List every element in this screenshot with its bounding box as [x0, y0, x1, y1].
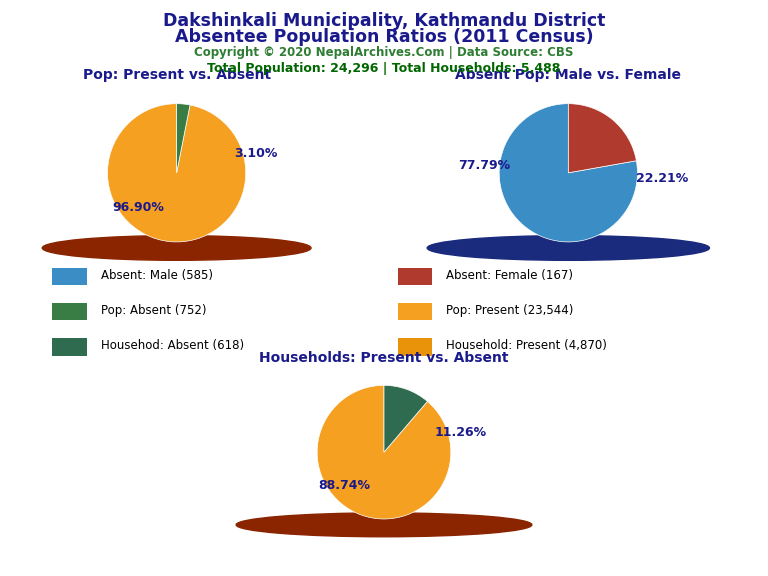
Bar — [398, 338, 432, 355]
Text: 22.21%: 22.21% — [635, 172, 688, 185]
Text: Pop: Present (23,544): Pop: Present (23,544) — [446, 304, 574, 317]
Title: Pop: Present vs. Absent: Pop: Present vs. Absent — [83, 69, 270, 82]
Wedge shape — [108, 104, 246, 242]
Text: Absent: Female (167): Absent: Female (167) — [446, 269, 573, 282]
Title: Households: Present vs. Absent: Households: Present vs. Absent — [260, 351, 508, 365]
Title: Absent Pop: Male vs. Female: Absent Pop: Male vs. Female — [455, 69, 681, 82]
Bar — [52, 303, 87, 320]
Bar — [398, 268, 432, 286]
Text: Dakshinkali Municipality, Kathmandu District: Dakshinkali Municipality, Kathmandu Dist… — [163, 12, 605, 29]
Text: Househod: Absent (618): Househod: Absent (618) — [101, 339, 243, 352]
Text: Absent: Male (585): Absent: Male (585) — [101, 269, 213, 282]
Text: 11.26%: 11.26% — [435, 426, 487, 438]
Ellipse shape — [42, 236, 311, 260]
Wedge shape — [177, 104, 190, 173]
Text: Copyright © 2020 NepalArchives.Com | Data Source: CBS: Copyright © 2020 NepalArchives.Com | Dat… — [194, 46, 574, 59]
Text: Total Population: 24,296 | Total Households: 5,488: Total Population: 24,296 | Total Househo… — [207, 62, 561, 75]
Ellipse shape — [236, 513, 531, 537]
Ellipse shape — [427, 236, 710, 260]
Bar — [52, 338, 87, 355]
Text: 88.74%: 88.74% — [318, 479, 370, 492]
Wedge shape — [568, 104, 637, 173]
Bar — [398, 303, 432, 320]
Wedge shape — [384, 385, 428, 452]
Bar — [52, 268, 87, 286]
Text: Pop: Absent (752): Pop: Absent (752) — [101, 304, 206, 317]
Text: Absentee Population Ratios (2011 Census): Absentee Population Ratios (2011 Census) — [174, 28, 594, 46]
Text: 77.79%: 77.79% — [458, 160, 510, 172]
Text: 3.10%: 3.10% — [234, 147, 278, 160]
Wedge shape — [317, 385, 451, 519]
Text: Household: Present (4,870): Household: Present (4,870) — [446, 339, 607, 352]
Text: 96.90%: 96.90% — [113, 201, 164, 214]
Wedge shape — [499, 104, 637, 242]
